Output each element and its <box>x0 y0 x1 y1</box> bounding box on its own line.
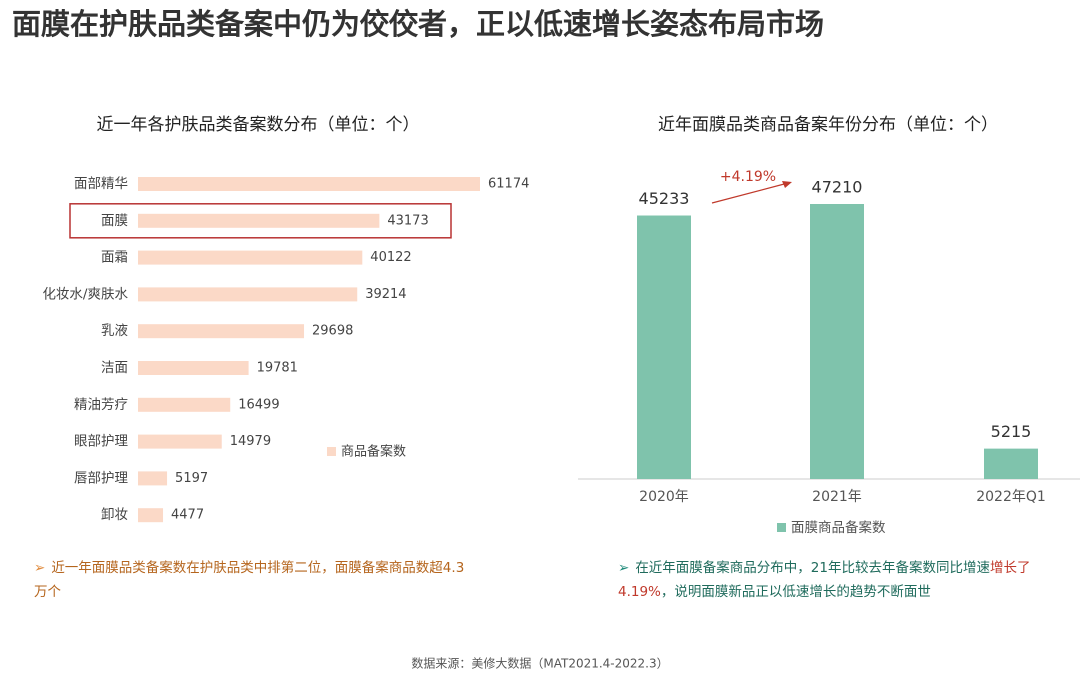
data-label: 16499 <box>238 397 279 412</box>
bar <box>138 471 168 486</box>
note-text: ，说明面膜新品正以低速增长的趋势不断面世 <box>660 584 931 600</box>
y-tick-label: 洁面 <box>101 360 128 376</box>
data-label: 5197 <box>175 471 208 486</box>
bar <box>138 324 305 339</box>
data-label: 47210 <box>812 178 863 197</box>
x-tick-label: 2022年Q1 <box>976 489 1046 505</box>
x-tick-label: 2021年 <box>812 489 862 505</box>
note-highlight: 增长了4.19% <box>618 560 1031 600</box>
data-label: 39214 <box>365 287 406 302</box>
y-tick-label: 乳液 <box>101 323 128 339</box>
y-tick-label: 眼部护理 <box>74 434 128 450</box>
y-tick-label: 面膜 <box>101 213 128 229</box>
legend-swatch <box>777 523 786 532</box>
data-label: 61174 <box>488 177 529 192</box>
y-tick-label: 精油芳疗 <box>74 397 128 413</box>
legend-label: 面膜商品备案数 <box>791 519 886 536</box>
bar <box>138 177 480 191</box>
bar <box>810 204 864 479</box>
bar <box>637 215 691 479</box>
data-label: 5215 <box>991 422 1032 441</box>
legend-label: 商品备案数 <box>341 444 406 460</box>
bar <box>138 361 249 375</box>
bar <box>138 508 164 523</box>
source: 数据来源：美修大数据（MAT2021.4-2022.3） <box>411 656 668 671</box>
data-label: 45233 <box>639 189 690 208</box>
bar <box>138 250 363 265</box>
page-title: 面膜在护肤品类备案中仍为佼佼者，正以低速增长姿态布局市场 <box>12 7 824 41</box>
annotation-arrow <box>711 182 789 204</box>
chart-title: 近年面膜品类商品备案年份分布（单位：个） <box>658 115 998 135</box>
note-text: 近一年面膜品类备案数在护肤品类中排第二位，面膜备案商品数超4.3万个 <box>34 560 465 600</box>
legend-swatch <box>327 447 336 456</box>
bar <box>138 434 222 449</box>
data-label: 29698 <box>312 324 353 339</box>
y-tick-label: 化妆水/爽肤水 <box>42 286 128 302</box>
x-tick-label: 2020年 <box>639 489 689 505</box>
highlight-box <box>69 203 452 239</box>
data-label: 4477 <box>171 508 204 523</box>
y-tick-label: 面霜 <box>101 250 128 266</box>
bar <box>138 397 231 412</box>
note-text: 在近年面膜备案商品分布中，21年比较去年备案数同比增速 <box>635 560 990 576</box>
bar <box>138 287 358 302</box>
annotation: +4.19% <box>720 169 776 185</box>
data-label: 40122 <box>370 250 411 265</box>
data-label: 43173 <box>387 213 428 228</box>
y-tick-label: 唇部护理 <box>74 470 128 486</box>
note: ➢ 在近年面膜备案商品分布中，21年比较去年备案数同比增速增长了4.19%，说明面… <box>618 560 1031 600</box>
note: ➢ 近一年面膜品类备案数在护肤品类中排第二位，面膜备案商品数超4.3万个 <box>34 560 465 600</box>
y-tick-label: 卸妆 <box>101 507 128 523</box>
y-tick-label: 面部精华 <box>74 176 128 192</box>
bar <box>138 213 380 228</box>
annotation-arrowhead <box>782 181 792 188</box>
chart-title: 近一年各护肤品类备案数分布（单位：个） <box>97 115 420 135</box>
data-label: 19781 <box>257 361 298 376</box>
bar <box>984 448 1038 479</box>
data-label: 14979 <box>230 434 271 449</box>
